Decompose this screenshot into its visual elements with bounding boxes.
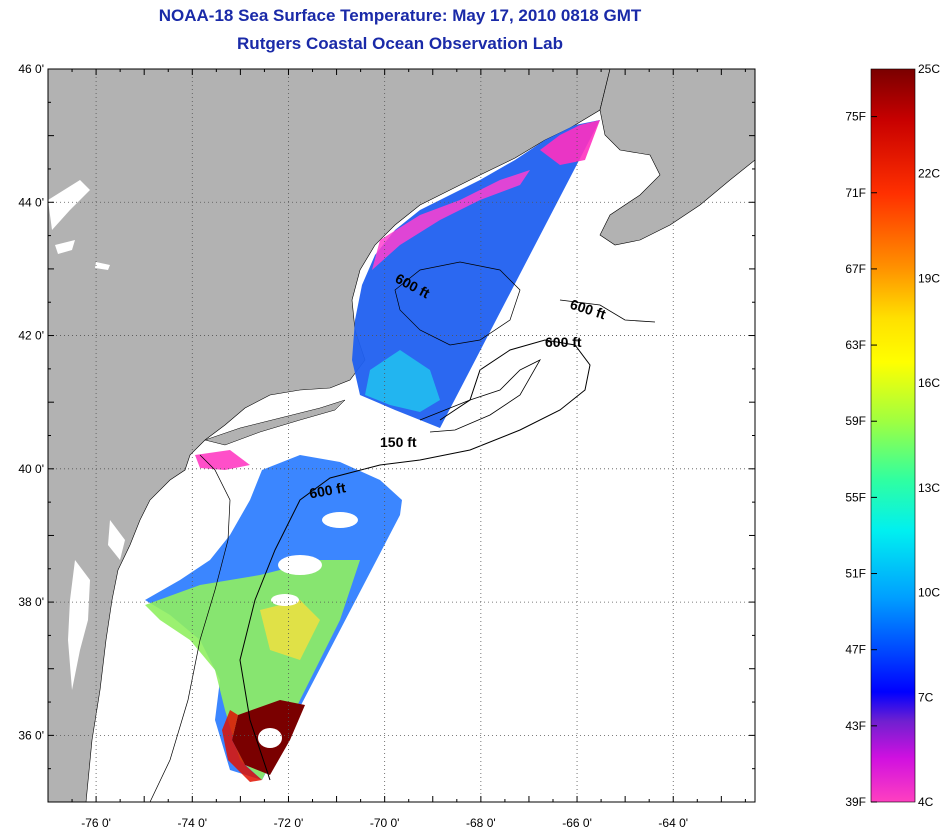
lat-label: 44 0'	[18, 195, 44, 209]
isobath-600ft-shelf	[239, 339, 591, 781]
longitude-labels: -76 0' -74 0' -72 0' -70 0' -68 0' -66 0' -64 …	[81, 816, 688, 830]
land-north-america	[48, 69, 611, 802]
lon-label: -68 0'	[466, 816, 496, 830]
cloud-gap	[322, 512, 358, 528]
land-delaware-bay	[108, 520, 125, 560]
land-lake	[95, 262, 110, 270]
colorbar-f-label: 39F	[845, 795, 866, 809]
lon-label: -70 0'	[370, 816, 400, 830]
colorbar	[870, 68, 916, 803]
map-subtitle: Rutgers Coastal Ocean Observation Lab	[237, 34, 563, 53]
colorbar-f-label: 47F	[845, 643, 866, 657]
land-chesapeake	[68, 560, 90, 690]
colorbar-f-label: 63F	[845, 338, 866, 352]
colorbar-f-label: 51F	[845, 567, 866, 581]
axis-ticks	[47, 68, 755, 803]
lat-label: 36 0'	[18, 728, 44, 742]
sst-swath-north-coast	[372, 170, 530, 270]
land-lake	[55, 240, 75, 254]
sst-swath-south-gulfstream-edge	[222, 710, 262, 782]
sst-swath-south-pink	[195, 450, 250, 470]
lat-label: 38 0'	[18, 595, 44, 609]
colorbar-c-label: 22C	[918, 167, 940, 181]
land-nova-scotia	[599, 69, 755, 246]
lon-label: -72 0'	[274, 816, 304, 830]
colorbar-fahrenheit-labels: 75F 71F 67F 63F 59F 55F 51F 47F 43F 39F	[845, 110, 877, 809]
land-long-island	[204, 399, 346, 446]
cloud-gap	[278, 555, 322, 575]
sst-swath-north-warm	[365, 350, 440, 412]
colorbar-c-label: 25C	[918, 62, 940, 76]
isobath-150ft	[419, 359, 542, 433]
isobath-gulf-of-maine	[394, 261, 521, 346]
colorbar-f-label: 59F	[845, 414, 866, 428]
sst-swath-north	[352, 120, 600, 428]
lat-label: 42 0'	[18, 329, 44, 343]
cloud-gap	[258, 728, 282, 748]
colorbar-celsius-labels: 25C 22C 19C 16C 13C 10C 7C 4C	[918, 62, 940, 809]
colorbar-c-label: 16C	[918, 376, 940, 390]
colorbar-c-label: 10C	[918, 586, 940, 600]
land-lake	[48, 180, 90, 230]
isobath-600ft-east	[559, 299, 656, 323]
sst-swath-north-cool	[540, 120, 600, 165]
colorbar-f-label: 43F	[845, 719, 866, 733]
colorbar-c-label: 13C	[918, 481, 940, 495]
colorbar-f-label: 55F	[845, 490, 866, 504]
latitude-labels: 46 0' 44 0' 42 0' 40 0' 38 0' 36 0'	[18, 62, 44, 742]
colorbar-f-label: 67F	[845, 262, 866, 276]
coastline-mid-atlantic	[149, 454, 231, 802]
lon-label: -66 0'	[562, 816, 592, 830]
colorbar-c-label: 19C	[918, 271, 940, 285]
lon-label: -76 0'	[81, 816, 111, 830]
map-title: NOAA-18 Sea Surface Temperature: May 17,…	[158, 6, 642, 25]
contour-label: 600 ft	[308, 479, 347, 501]
contour-label: 600 ft	[545, 334, 582, 350]
lat-label: 40 0'	[18, 462, 44, 476]
lon-label: -74 0'	[177, 816, 207, 830]
cloud-gap	[271, 594, 299, 606]
sst-swath-south-yellow	[260, 600, 320, 660]
colorbar-f-label: 75F	[845, 110, 866, 124]
lat-label: 46 0'	[18, 62, 44, 76]
colorbar-f-label: 71F	[845, 186, 866, 200]
lon-label: -64 0'	[658, 816, 688, 830]
colorbar-c-label: 4C	[918, 795, 934, 809]
contour-label: 150 ft	[380, 434, 417, 450]
colorbar-c-label: 7C	[918, 690, 934, 704]
